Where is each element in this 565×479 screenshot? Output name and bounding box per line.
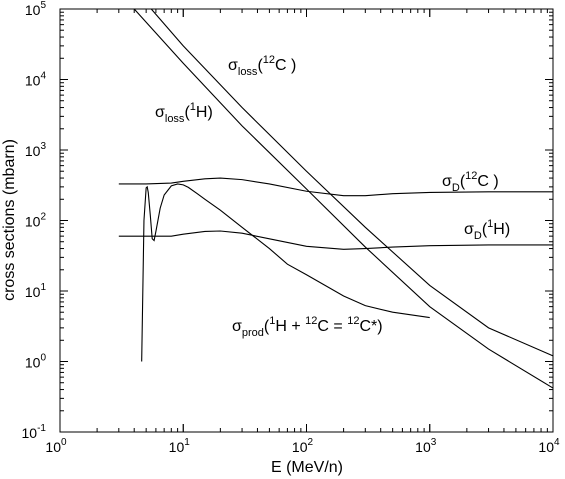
y-axis-title: cross sections (mbarn) [1,139,18,301]
curve-labels: σloss(12C ) σloss(1H) σD(12C ) σD(1H) σprod(… [155,54,510,339]
label-loss_H1: σloss(1H) [155,101,213,125]
y-tick-label: 100 [25,353,47,371]
axis-ticks [59,8,554,433]
label-prod: σprod(1H + 12C = 12C*) [232,315,383,339]
x-axis-title: E (MeV/n) [271,459,343,476]
curve-prod [141,183,430,362]
x-tick-label: 100 [45,437,67,455]
label-D_H1: σD(1H) [464,218,510,242]
y-tick-label: 101 [25,282,47,300]
x-tick-label: 101 [169,437,191,455]
x-tick-label: 103 [415,437,437,455]
y-tick-label: 104 [25,71,47,89]
y-tick-label: 102 [25,212,47,230]
label-D_C12: σD(12C ) [442,170,499,194]
curves [118,8,554,389]
curve-D_H1 [118,230,553,250]
x-tick-label: 104 [538,437,560,455]
curve-loss_C12 [150,8,554,357]
y-tick-label: 103 [25,141,47,159]
x-tick-label: 102 [292,437,314,455]
curve-loss_H1 [133,8,554,389]
label-loss_C12: σloss(12C ) [228,54,296,78]
y-tick-label: 105 [25,0,47,18]
plot-frame [59,8,554,433]
y-tick-label: 10-1 [22,423,47,441]
curve-D_C12 [118,177,553,197]
